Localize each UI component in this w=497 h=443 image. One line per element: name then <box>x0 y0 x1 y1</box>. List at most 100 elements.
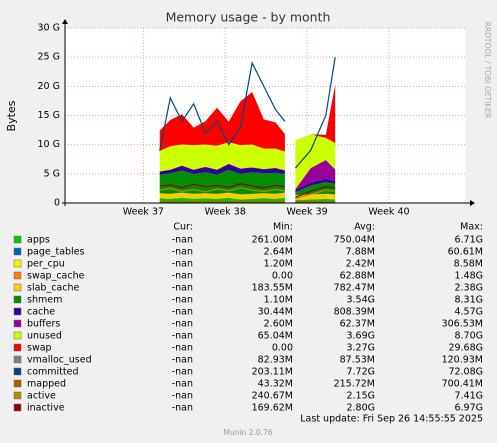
legend-swatch <box>13 379 22 388</box>
legend-swatch <box>13 367 22 376</box>
legend-name: cache <box>27 307 55 318</box>
legend-name: swap_cache <box>27 271 85 282</box>
legend-cur: -nan <box>172 271 193 282</box>
legend-swatch <box>13 259 22 268</box>
legend-min: 1.20M <box>264 259 293 270</box>
legend-cur: -nan <box>172 331 193 342</box>
legend-name: active <box>27 391 56 402</box>
line <box>159 187 336 199</box>
legend-cur: -nan <box>172 379 193 390</box>
legend-max: 8.31G <box>454 295 483 306</box>
area <box>159 197 336 201</box>
legend-name: swap <box>27 343 52 354</box>
legend-min: 169.62M <box>252 403 293 414</box>
column-header: Max: <box>460 222 483 233</box>
legend-max: 72.08G <box>448 367 483 378</box>
legend-avg: 2.80G <box>346 403 375 414</box>
legend-cur: -nan <box>172 367 193 378</box>
legend-swatch <box>13 247 22 256</box>
legend-swatch <box>13 319 22 328</box>
legend-name: buffers <box>27 319 60 330</box>
line <box>159 183 336 198</box>
column-header: Min: <box>273 222 293 233</box>
legend-max: 60.61M <box>448 247 483 258</box>
legend-name: apps <box>27 235 50 246</box>
legend-avg: 215.72M <box>334 379 375 390</box>
footer: Last update: Fri Sep 26 14:55:55 2025 <box>300 414 483 425</box>
legend-max: 120.93M <box>442 355 483 366</box>
legend-avg: 7.88M <box>346 247 375 258</box>
y-tick-label: 0 <box>54 198 60 209</box>
y-tick-label: 5 G <box>44 168 60 179</box>
legend-name: vmalloc_used <box>27 355 92 366</box>
legend-max: 8.58M <box>454 259 483 270</box>
legend-avg: 3.27G <box>346 343 375 354</box>
legend-min: 261.00M <box>252 235 293 246</box>
y-tick-label: 30 G <box>38 23 60 34</box>
legend-cur: -nan <box>172 247 193 258</box>
legend-max: 306.53M <box>442 319 483 330</box>
x-arrow <box>470 200 475 206</box>
side-text: RRDTOOL / TOBI OETIKER <box>483 22 492 119</box>
legend-name: committed <box>27 367 79 378</box>
legend-min: 2.60M <box>264 319 293 330</box>
legend-cur: -nan <box>172 355 193 366</box>
y-tick-label: 25 G <box>38 52 60 63</box>
legend-name: mapped <box>27 379 66 390</box>
x-tick-label: Week 40 <box>368 207 409 218</box>
legend-min: 82.93M <box>258 355 293 366</box>
legend-avg: 782.47M <box>334 283 375 294</box>
legend-cur: -nan <box>172 319 193 330</box>
legend-swatch <box>13 295 22 304</box>
plot <box>65 27 465 204</box>
y-axis-label: Bytes <box>5 100 18 131</box>
legend-cur: -nan <box>172 295 193 306</box>
legend-swatch <box>13 307 22 316</box>
version: Munin 2.0.76 <box>223 428 272 437</box>
legend-name: inactive <box>27 403 65 414</box>
legend-avg: 3.54G <box>346 295 375 306</box>
legend-min: 203.11M <box>252 367 293 378</box>
area <box>159 192 336 200</box>
legend-min: 0.00 <box>272 343 293 354</box>
legend-min: 65.04M <box>258 331 293 342</box>
legend-max: 1.48G <box>454 271 483 282</box>
legend-max: 700.41M <box>442 379 483 390</box>
line <box>159 57 336 169</box>
legend-avg: 87.53M <box>340 355 375 366</box>
legend-avg: 750.04M <box>334 235 375 246</box>
legend-cur: -nan <box>172 259 193 270</box>
legend-name: slab_cache <box>27 283 79 294</box>
legend-swatch <box>13 283 22 292</box>
legend-min: 30.44M <box>258 307 293 318</box>
legend-cur: -nan <box>172 343 193 354</box>
legend-min: 43.32M <box>258 379 293 390</box>
legend-max: 6.71G <box>454 235 483 246</box>
legend-swatch <box>13 343 22 352</box>
legend-max: 6.97G <box>454 403 483 414</box>
legend-avg: 62.37M <box>340 319 375 330</box>
legend-cur: -nan <box>172 403 193 414</box>
area <box>159 84 336 152</box>
legend-avg: 62.88M <box>340 271 375 282</box>
x-tick-label: Week 39 <box>287 207 328 218</box>
y-tick-label: 10 G <box>38 139 60 150</box>
legend-cur: -nan <box>172 391 193 402</box>
area <box>159 134 336 190</box>
area <box>159 169 336 195</box>
legend-name: unused <box>27 331 62 342</box>
legend-min: 183.55M <box>252 283 293 294</box>
y-tick-label: 20 G <box>38 81 60 92</box>
legend-cur: -nan <box>172 283 193 294</box>
legend-avg: 2.15G <box>346 391 375 402</box>
legend-name: page_tables <box>27 247 85 258</box>
legend-swatch <box>13 355 22 364</box>
area <box>159 164 336 193</box>
column-header: Avg: <box>354 222 375 233</box>
x-tick-label: Week 38 <box>205 207 246 218</box>
legend-avg: 7.72G <box>346 367 375 378</box>
x-tick-label: Week 37 <box>123 207 164 218</box>
chart-title: Memory usage - by month <box>166 10 331 25</box>
legend-min: 2.64M <box>264 247 293 258</box>
